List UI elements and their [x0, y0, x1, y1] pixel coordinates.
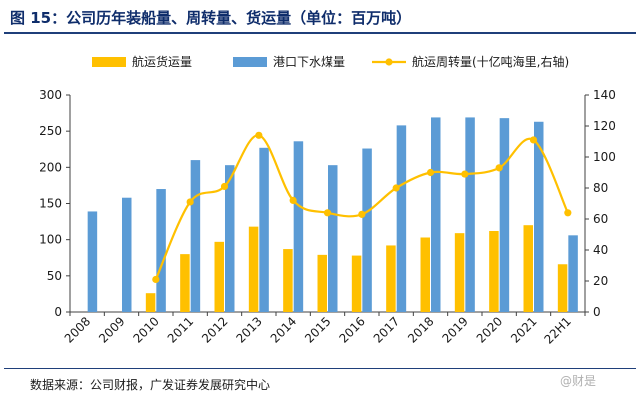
line-point: [461, 170, 469, 178]
bar: [122, 197, 132, 312]
x-tick-label: 2017: [371, 314, 402, 345]
bar: [386, 245, 396, 312]
bar: [534, 121, 544, 312]
bar: [489, 230, 499, 312]
line-point: [323, 209, 332, 217]
x-tick-label: 2009: [96, 314, 127, 345]
x-tick-label: 22H1: [541, 314, 573, 346]
line-point: [289, 196, 297, 204]
bar: [259, 147, 269, 312]
bar: [465, 117, 475, 312]
right-tick-label: 140: [593, 88, 616, 102]
bar: [396, 125, 407, 312]
x-tick-label: 2018: [405, 314, 436, 345]
line-point: [426, 168, 435, 177]
legend-marker: [385, 58, 393, 66]
line-point: [186, 198, 194, 206]
legend-label: 港口下水煤量: [273, 55, 345, 69]
legend-swatch: [233, 57, 267, 67]
bar: [568, 235, 578, 312]
legend-label: 航运货运量: [132, 54, 192, 69]
bar: [557, 264, 568, 312]
line-point: [392, 184, 400, 192]
left-tick-label: 150: [39, 197, 62, 211]
bar: [248, 226, 259, 312]
x-tick-label: 2013: [233, 314, 264, 345]
right-tick-label: 80: [593, 181, 608, 195]
title-bar: 图 15：公司历年装船量、周转量、货运量（单位：百万吨）: [4, 4, 636, 34]
x-tick-label: 2015: [302, 314, 333, 345]
x-tick-label: 2012: [199, 314, 230, 345]
bar: [351, 255, 362, 312]
line-point: [358, 210, 366, 218]
x-tick-label: 2011: [165, 314, 196, 345]
bar: [431, 117, 441, 312]
legend-swatch: [92, 57, 126, 67]
line-point: [255, 131, 263, 139]
bar: [283, 249, 293, 312]
right-tick-label: 20: [593, 274, 608, 288]
bar: [156, 189, 166, 312]
x-tick-label: 2021: [508, 314, 539, 345]
bar: [87, 211, 98, 312]
bar: [317, 254, 327, 312]
x-tick-label: 2019: [439, 314, 470, 345]
bar: [214, 241, 224, 312]
x-tick-label: 2014: [268, 314, 299, 345]
left-tick-label: 200: [39, 160, 62, 174]
line-series: [152, 131, 572, 284]
bar: [454, 233, 465, 312]
x-tick-label: 2020: [474, 314, 505, 345]
right-tick-label: 120: [593, 119, 616, 133]
x-tick-label: 2008: [62, 314, 93, 345]
source-note: 数据来源：公司财报，广发证券发展研究中心: [30, 378, 271, 392]
legend-label: 航运周转量(十亿吨海里,右轴): [412, 54, 569, 69]
x-tick-label: 2016: [336, 314, 367, 345]
figure-title: 图 15：公司历年装船量、周转量、货运量（单位：百万吨）: [10, 9, 412, 27]
right-tick-label: 40: [593, 243, 608, 257]
line-point: [495, 164, 503, 172]
source-divider: [4, 368, 636, 369]
left-tick-label: 300: [39, 88, 62, 102]
left-tick-label: 50: [47, 269, 62, 283]
left-tick-label: 250: [39, 124, 62, 138]
line-point: [529, 136, 538, 144]
bar: [499, 118, 510, 312]
chart: 航运货运量 港口下水煤量 航运周转量(十亿吨海里,右轴) 0501001502002…: [39, 54, 616, 347]
x-tick-label: 2010: [130, 314, 161, 345]
bar: [420, 237, 430, 312]
bar: [145, 293, 156, 312]
left-tick-label: 100: [39, 233, 62, 247]
bar: [180, 254, 190, 312]
bar: [190, 160, 201, 312]
bar: [523, 225, 533, 312]
bars: [87, 117, 578, 312]
bar: [362, 148, 372, 312]
line-point: [152, 275, 160, 284]
right-tick-label: 0: [593, 305, 601, 319]
watermark: @财是: [560, 374, 597, 388]
line-point: [564, 209, 572, 217]
bar: [328, 165, 338, 312]
legend: 航运货运量 港口下水煤量 航运周转量(十亿吨海里,右轴): [92, 54, 569, 69]
bar: [225, 165, 235, 312]
left-tick-label: 0: [54, 305, 62, 319]
right-tick-label: 60: [593, 212, 608, 226]
bar: [293, 141, 304, 312]
right-tick-label: 100: [593, 150, 616, 164]
line-point: [220, 182, 229, 191]
